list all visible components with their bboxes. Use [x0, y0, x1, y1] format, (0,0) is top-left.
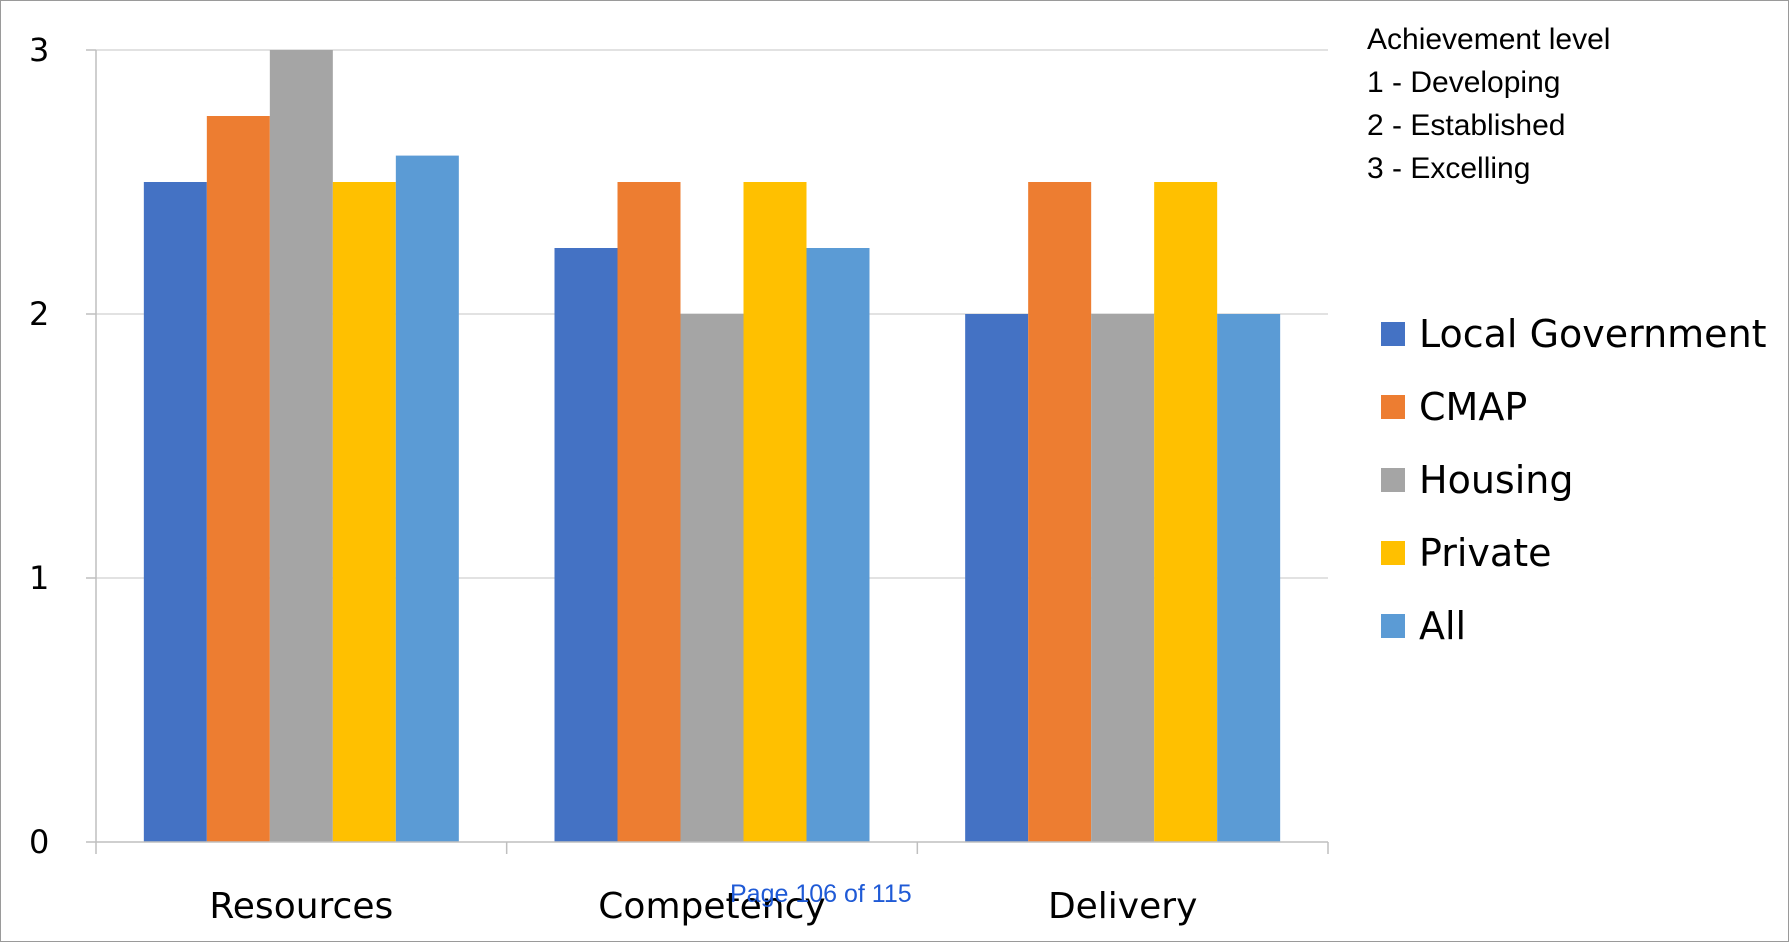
legend-swatch: [1381, 541, 1405, 565]
bar-competency-housing: [680, 314, 744, 842]
achievement-level-note: Achievement level 1 - Developing 2 - Est…: [1367, 23, 1610, 185]
note-heading: Achievement level: [1367, 23, 1610, 56]
x-category-label: Competency: [598, 886, 825, 927]
y-tick-label: 2: [29, 295, 49, 333]
bar-resources-cmap: [206, 116, 270, 842]
note-line-established: 2 - Established: [1367, 109, 1565, 142]
bar-delivery-private: [1154, 182, 1218, 842]
bar-delivery-local-government: [965, 314, 1029, 842]
legend-swatch: [1381, 468, 1405, 492]
x-category-labels: Resources Competency Delivery: [209, 886, 1197, 927]
x-category-label: Delivery: [1048, 886, 1197, 927]
bar-delivery-cmap: [1028, 182, 1092, 842]
legend-label: CMAP: [1419, 385, 1527, 429]
bar-delivery-housing: [1091, 314, 1155, 842]
bar-competency-local-government: [554, 248, 618, 842]
legend-swatch: [1381, 614, 1405, 638]
bar-resources-local-government: [143, 182, 207, 842]
y-tick-label: 3: [29, 31, 49, 69]
legend-swatch: [1381, 322, 1405, 346]
bar-resources-private: [332, 182, 396, 842]
page-number[interactable]: Page 106 of 115: [730, 880, 912, 908]
note-line-excelling: 3 - Excelling: [1367, 152, 1530, 185]
legend-label: Private: [1419, 531, 1551, 575]
legend-label: All: [1419, 604, 1466, 648]
bar-resources-all: [395, 155, 459, 843]
bar-resources-housing: [269, 50, 333, 842]
axes: [86, 49, 1329, 854]
bar-competency-cmap: [617, 182, 681, 842]
y-tick-label: 1: [29, 559, 49, 597]
legend-swatch: [1381, 395, 1405, 419]
legend-label: Housing: [1419, 458, 1573, 502]
y-tick-labels: 0 1 2 3: [29, 31, 49, 861]
legend-label: Local Government: [1419, 312, 1767, 356]
legend: Local Government CMAP Housing Private All: [1381, 312, 1767, 648]
bars: [143, 50, 1281, 843]
y-tick-label: 0: [29, 823, 49, 861]
note-line-developing: 1 - Developing: [1367, 66, 1560, 99]
bar-competency-all: [806, 248, 870, 842]
x-category-label: Resources: [209, 886, 393, 927]
bar-competency-private: [743, 182, 807, 842]
bar-delivery-all: [1217, 314, 1281, 842]
